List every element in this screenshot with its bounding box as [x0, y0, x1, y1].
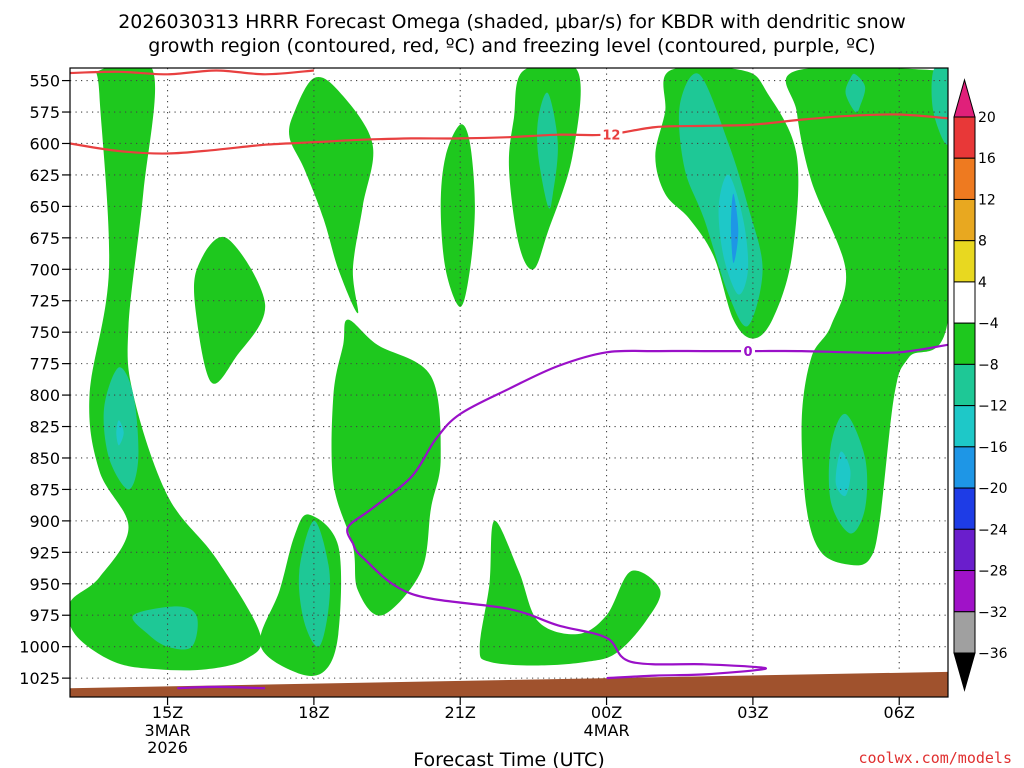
colorbar-bottom-arrow	[953, 652, 976, 692]
terrain-surface	[70, 671, 948, 697]
colorbar-tick--12: −12	[978, 399, 1008, 415]
colorbar-tick--8: −8	[978, 357, 999, 373]
colorbar-band--16_-12	[953, 405, 976, 448]
colorbar-band--24_-20	[953, 487, 976, 530]
colorbar-band-8_12	[953, 198, 976, 242]
x-tick-label-21Z: 21Z	[445, 703, 476, 722]
colorbar-tick--36: −36	[978, 646, 1008, 662]
site-credit: coolwx.com/models	[858, 749, 1012, 767]
omega-region--20_-16-21	[730, 193, 739, 264]
x-tick-label-15Z: 15Z	[152, 703, 183, 722]
x-tick-sublabel-4MAR: 4MAR	[584, 721, 630, 740]
colorbar-tick-12: 12	[978, 192, 996, 208]
colorbar-tick--28: −28	[978, 564, 1008, 580]
y-tick-label-775: 775	[29, 355, 60, 374]
red-contour-label-bg	[600, 126, 623, 143]
y-tick-label-725: 725	[29, 292, 60, 311]
colorbar-band--20_-16	[953, 446, 976, 489]
y-tick-label-1025: 1025	[19, 669, 60, 688]
colorbar-band--8_-4	[953, 322, 976, 365]
y-tick-label-625: 625	[29, 166, 60, 185]
omega-region--8_-4-3	[331, 319, 441, 616]
colorbar-tick--24: −24	[978, 522, 1008, 538]
colorbar-band--4_4	[953, 281, 976, 324]
y-tick-label-950: 950	[29, 575, 60, 594]
x-tick-label-03Z: 03Z	[737, 703, 768, 722]
colorbar-tick--16: −16	[978, 440, 1008, 456]
colorbar-band--28_-24	[953, 528, 976, 572]
omega-region--8_-4-1	[193, 236, 266, 384]
y-tick-label-650: 650	[29, 197, 60, 216]
omega-region--12_-8-15	[845, 73, 866, 113]
omega-region--16_-12-18	[116, 420, 124, 446]
colorbar-tick-20: 20	[978, 110, 996, 126]
x-tick-label-06Z: 06Z	[884, 703, 915, 722]
colorbar-tick--4: −4	[978, 316, 999, 332]
y-tick-label-925: 925	[29, 543, 60, 562]
y-tick-label-600: 600	[29, 134, 60, 153]
omega-region--8_-4-0	[70, 68, 262, 671]
purple-contour-line	[346, 343, 948, 544]
purple-contour-label: 0	[743, 345, 752, 360]
red-contour-line	[70, 113, 948, 155]
y-tick-label-800: 800	[29, 386, 60, 405]
plot-content: 12 0	[70, 68, 948, 697]
y-tick-label-975: 975	[29, 606, 60, 625]
colorbar-band-12_16	[953, 157, 976, 200]
colorbar-band--36_-32	[953, 611, 976, 654]
omega-region--8_-4-5	[440, 124, 475, 307]
omega-region--12_-8-13	[537, 92, 558, 209]
omega-region--8_-4-9	[785, 68, 948, 566]
colorbar-band-4_8	[953, 240, 976, 283]
y-tick-label-550: 550	[29, 72, 60, 91]
x-tick-label-18Z: 18Z	[298, 703, 329, 722]
omega-region--16_-12-20	[835, 451, 851, 497]
y-tick-label-675: 675	[29, 229, 60, 248]
y-tick-label-1000: 1000	[19, 638, 60, 657]
y-tick-label-750: 750	[29, 323, 60, 342]
chart-title-line2: growth region (contoured, red, ºC) and f…	[148, 35, 875, 57]
purple-contour-bottom	[177, 685, 266, 690]
y-tick-label-700: 700	[29, 260, 60, 279]
x-axis-label: Forecast Time (UTC)	[413, 749, 604, 768]
x-tick-sublabel-3MAR: 3MAR	[145, 721, 191, 740]
x-tick-label-00Z: 00Z	[591, 703, 622, 722]
x-tick-sublabel-2026: 2026	[147, 738, 188, 757]
colorbar-tick-4: 4	[978, 275, 987, 291]
omega-region--8_-4-2	[288, 76, 374, 314]
y-tick-label-900: 900	[29, 512, 60, 531]
y-tick-label-850: 850	[29, 449, 60, 468]
purple-contour-label-bg	[741, 343, 756, 360]
colorbar-tick-8: 8	[978, 234, 987, 250]
colorbar-band-16_20	[953, 116, 976, 159]
red-contour-top	[70, 69, 314, 76]
colorbar-top-arrow	[953, 78, 976, 118]
omega-region--8_-4-7	[479, 520, 661, 666]
y-tick-label-825: 825	[29, 418, 60, 437]
plot-frame	[69, 67, 949, 698]
chart-title-line1: 2026030313 HRRR Forecast Omega (shaded, …	[118, 11, 906, 33]
red-contour-label: 12	[602, 129, 620, 144]
omega-region--12_-8-11	[132, 606, 198, 650]
colorbar: 20 16 12 8 4 −4 −8 −12 −16 −20 −24 −28 −32 −36	[953, 78, 1008, 692]
colorbar-tick-16: 16	[978, 151, 996, 167]
purple-contour-lower	[351, 542, 768, 680]
y-tick-label-875: 875	[29, 480, 60, 499]
colorbar-tick--32: −32	[978, 605, 1008, 621]
colorbar-tick--20: −20	[978, 481, 1008, 497]
colorbar-band--12_-8	[953, 363, 976, 407]
plot-area: 12 0 550 575 600 625 650 675 700 725 750 775 800 825 8…	[19, 67, 949, 757]
omega-region--12_-8-16	[931, 68, 948, 145]
colorbar-band--32_-28	[953, 570, 976, 613]
y-tick-label-575: 575	[29, 103, 60, 122]
